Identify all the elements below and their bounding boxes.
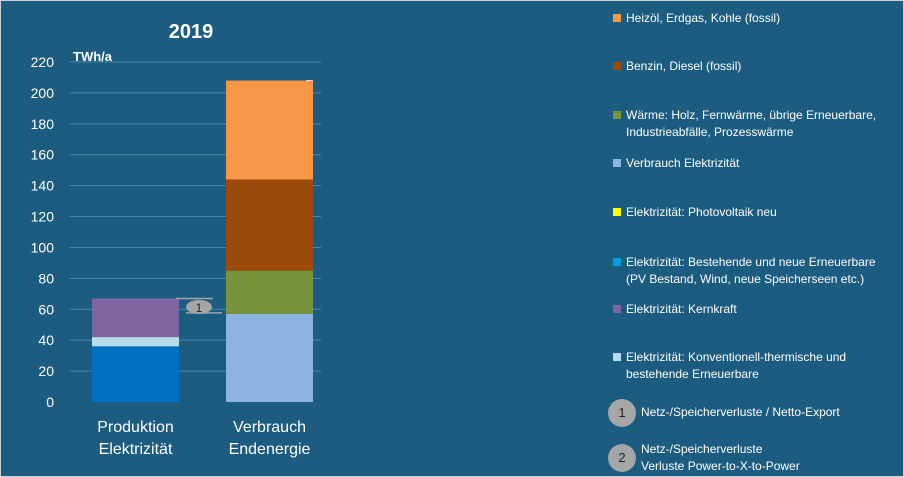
legend-item: Heizöl, Erdgas, Kohle (fossil)	[613, 10, 780, 27]
bar-segment	[226, 270, 313, 314]
y-tick-label: 120	[31, 209, 55, 225]
legend-swatch	[613, 353, 621, 361]
y-tick-label: 160	[31, 147, 55, 163]
x-tick-label: Elektrizität	[99, 441, 173, 458]
legend-label: Wärme: Holz, Fernwärme, übrige Erneuerba…	[626, 108, 877, 139]
x-tick-label: Produktion	[97, 419, 174, 436]
note-text: Netz-/Speicherverluste / Netto-Export	[641, 405, 840, 419]
y-tick-label: 60	[38, 301, 54, 317]
annotation-badge	[186, 300, 212, 314]
note-number-badge: 2	[608, 444, 636, 472]
legend-swatch	[613, 305, 621, 313]
legend-label: Heizöl, Erdgas, Kohle (fossil)	[626, 11, 781, 25]
legend-item: Verbrauch Elektrizität	[613, 155, 739, 172]
y-tick-label: 100	[31, 239, 55, 255]
legend-item: Benzin, Diesel (fossil)	[613, 58, 741, 75]
legend-swatch	[613, 62, 621, 70]
legend-item: Elektrizität: Konventionell-thermische u…	[613, 349, 846, 383]
note-text: Netz-/Speicherverluste Verluste Power-to-…	[641, 442, 800, 473]
bar-segment	[92, 337, 179, 347]
bar-segment	[92, 298, 179, 338]
legend-item: Elektrizität: Photovoltaik neu	[613, 204, 777, 221]
y-tick-label: 140	[31, 178, 55, 194]
x-tick-label: Verbrauch	[233, 419, 306, 436]
legend-item: Wärme: Holz, Fernwärme, übrige Erneuerba…	[613, 107, 876, 141]
legend-label: Elektrizität: Photovoltaik neu	[626, 205, 777, 219]
bar-segment	[226, 313, 313, 402]
legend-label: Elektrizität: Kernkraft	[626, 302, 737, 316]
legend-swatch	[613, 111, 621, 119]
bar-segment	[226, 179, 313, 271]
y-tick-label: 40	[38, 332, 54, 348]
note-number-badge: 1	[608, 399, 636, 427]
bar-segment	[226, 80, 313, 180]
chart-title: 2019	[169, 21, 214, 43]
bar-segment	[92, 346, 179, 402]
stacked-bar-chart: 2019 TWh/a 0 20 40 60 80 100 120 140 160 180 200 220 P…	[31, 21, 321, 458]
annotation-label: 1	[196, 301, 203, 315]
legend-label: Elektrizität: Konventionell-thermische u…	[626, 350, 847, 381]
y-tick-label: 80	[38, 270, 54, 286]
legend-label: Verbrauch Elektrizität	[626, 156, 740, 170]
legend-swatch	[613, 14, 621, 22]
legend-item: Elektrizität: Kernkraft	[613, 301, 737, 318]
y-axis-label: TWh/a	[73, 49, 113, 64]
y-tick-label: 20	[38, 363, 54, 379]
x-tick-label: Endenergie	[229, 441, 311, 458]
y-tick-label: 200	[31, 85, 55, 101]
y-tick-label: 220	[31, 54, 55, 70]
legend-swatch	[613, 159, 621, 167]
legend-label: Benzin, Diesel (fossil)	[626, 59, 742, 73]
legend-item: Elektrizität: Bestehende und neue Erneue…	[613, 254, 876, 288]
y-tick-label: 180	[31, 116, 55, 132]
y-tick-label: 0	[46, 394, 54, 410]
legend-label: Elektrizität: Bestehende und neue Erneue…	[626, 255, 876, 286]
legend-swatch	[613, 258, 621, 266]
legend-swatch	[613, 208, 621, 216]
